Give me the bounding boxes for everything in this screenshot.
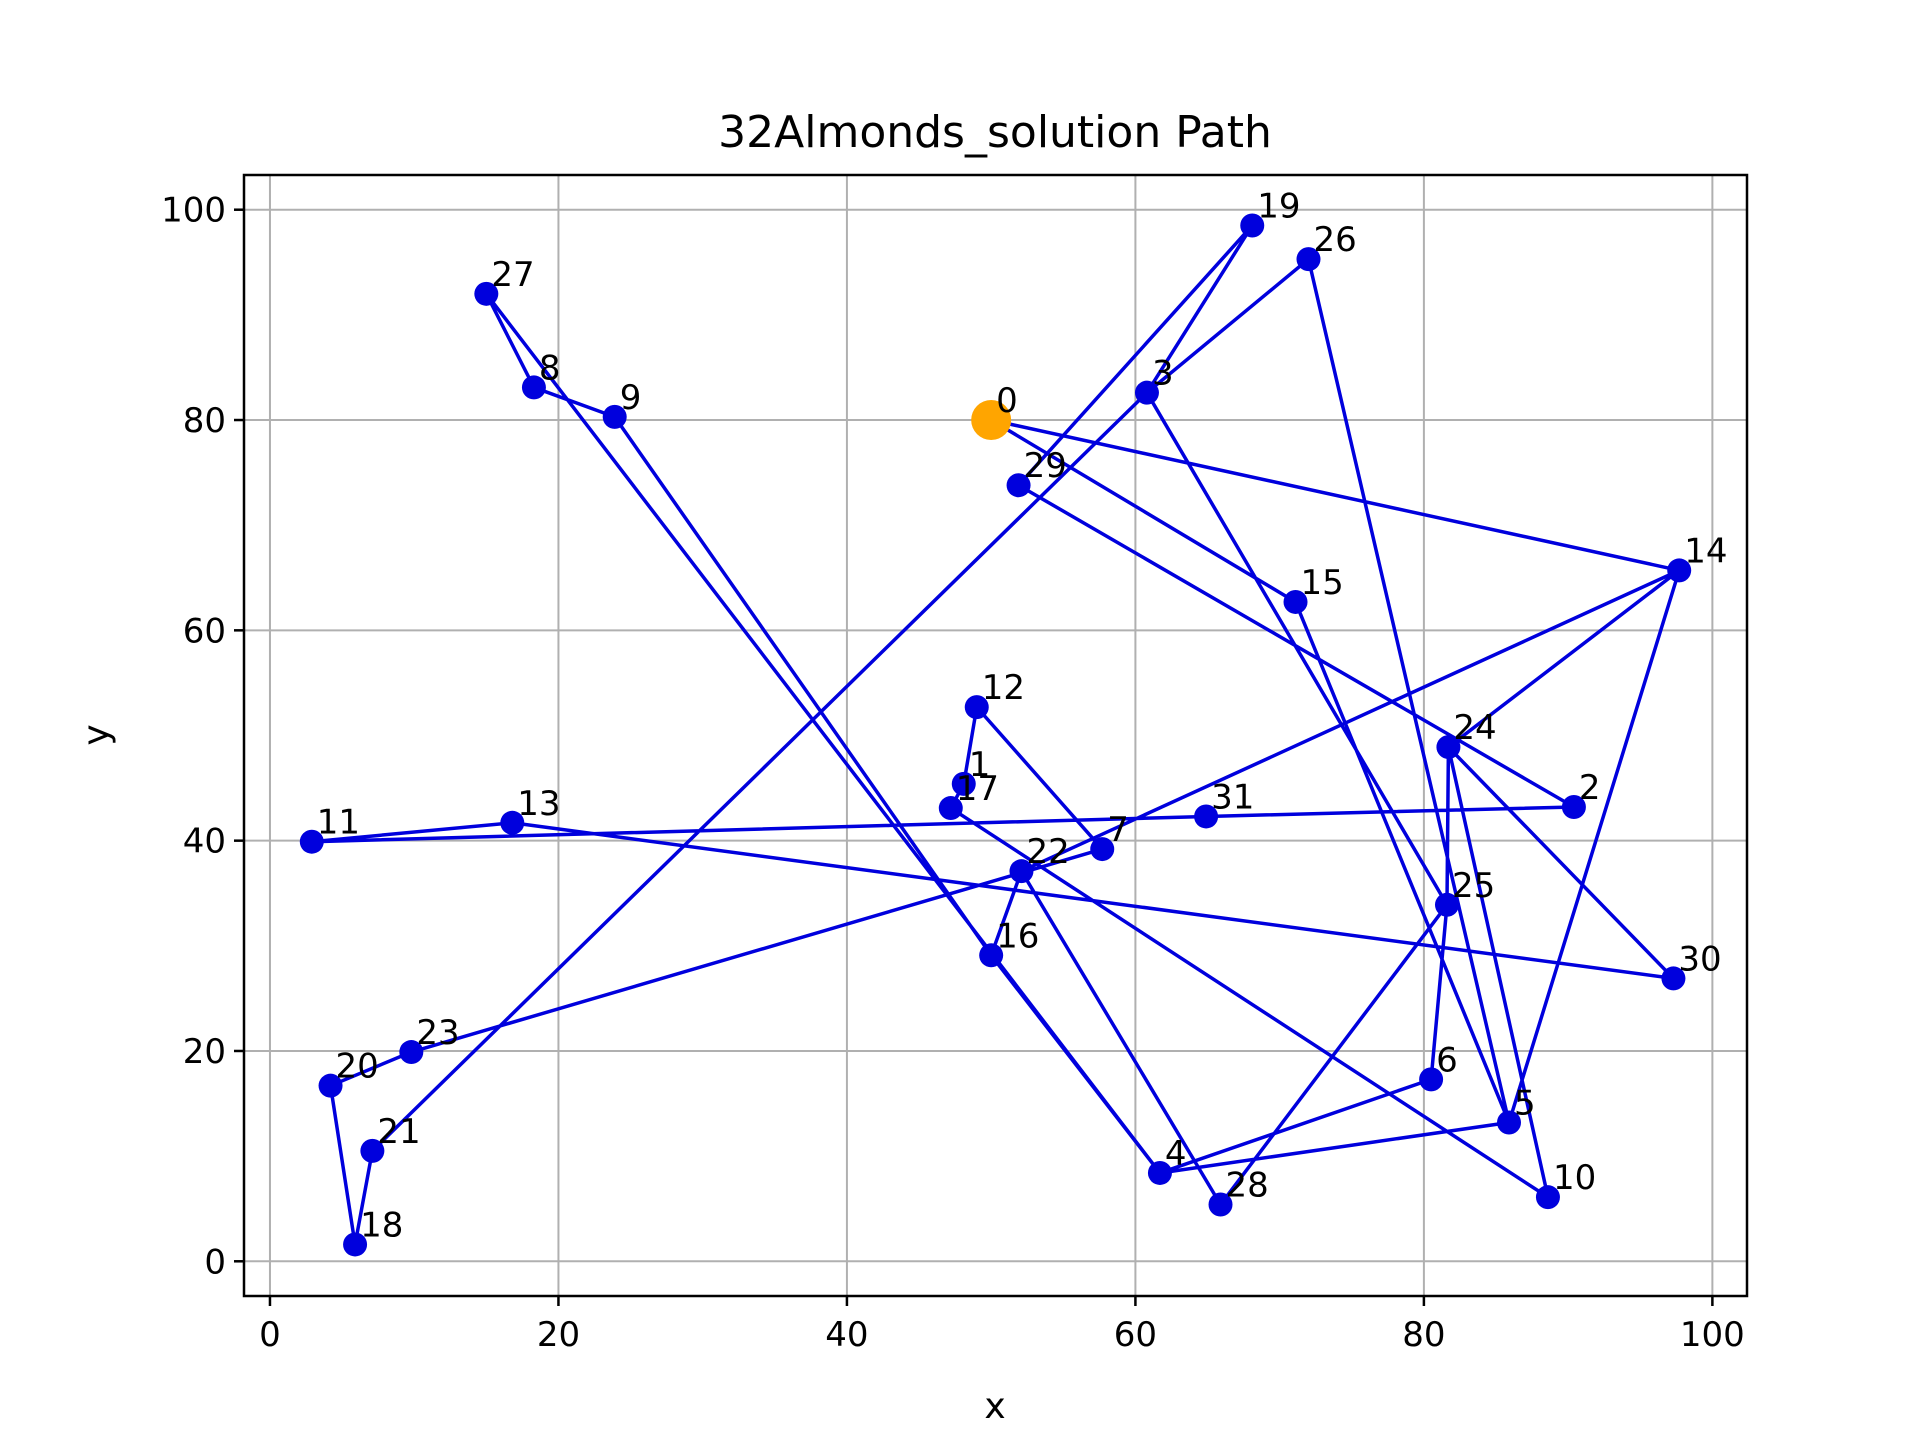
x-tick-label: 40 <box>825 1315 868 1355</box>
data-point <box>360 1138 385 1163</box>
point-label: 16 <box>996 916 1039 956</box>
y-tick-label: 80 <box>183 401 226 441</box>
data-point <box>1283 589 1308 614</box>
plot-frame <box>242 173 1749 1298</box>
y-tick-label: 60 <box>183 611 226 651</box>
point-label: 27 <box>491 255 534 295</box>
point-label: 0 <box>996 381 1018 421</box>
data-point <box>1006 473 1031 498</box>
data-point <box>602 404 627 429</box>
data-point <box>521 375 546 400</box>
data-point <box>299 829 324 854</box>
point-label: 23 <box>416 1013 459 1053</box>
data-point <box>1147 1160 1172 1185</box>
point-label: 29 <box>1024 446 1067 486</box>
data-point <box>1436 735 1461 760</box>
data-point <box>1434 892 1459 917</box>
data-points <box>299 213 1692 1257</box>
x-tick-label: 20 <box>537 1315 580 1355</box>
data-point <box>1009 859 1034 884</box>
point-label: 1 <box>969 745 991 785</box>
data-point <box>964 695 989 720</box>
data-point <box>979 943 1004 968</box>
x-tick-label: 0 <box>259 1315 281 1355</box>
x-axis-label: x <box>984 1386 1005 1427</box>
data-point <box>1535 1185 1560 1210</box>
data-point <box>399 1040 424 1065</box>
point-label: 26 <box>1314 220 1357 260</box>
data-point <box>1208 1192 1233 1217</box>
data-point <box>1419 1067 1444 1092</box>
data-point <box>500 810 525 835</box>
data-point <box>1090 837 1115 862</box>
x-tick-label: 60 <box>1114 1315 1157 1355</box>
point-label: 24 <box>1453 708 1496 748</box>
point-label: 17 <box>956 769 999 809</box>
point-label: 11 <box>317 803 360 843</box>
point-label: 22 <box>1026 832 1069 872</box>
point-label: 20 <box>336 1047 379 1087</box>
point-label: 14 <box>1684 531 1727 571</box>
chart-title: 32Almonds_solution Path <box>718 107 1272 158</box>
point-label: 10 <box>1553 1158 1596 1198</box>
point-label: 4 <box>1165 1134 1187 1174</box>
data-point <box>1240 213 1265 238</box>
y-tick-label: 0 <box>204 1242 226 1282</box>
point-label: 31 <box>1211 777 1254 817</box>
point-label: 25 <box>1452 866 1495 906</box>
data-point <box>343 1232 368 1257</box>
x-tick-label: 100 <box>1680 1315 1745 1355</box>
y-tick-label: 100 <box>161 191 226 231</box>
point-labels: 0123456789101112131415161718192021222324… <box>317 186 1728 1245</box>
point-label: 7 <box>1107 810 1129 850</box>
y-axis-label: y <box>76 724 117 745</box>
point-label: 5 <box>1514 1083 1536 1123</box>
point-label: 30 <box>1678 939 1721 979</box>
data-point <box>1661 966 1686 991</box>
grid <box>244 175 1747 1296</box>
x-tick-label: 80 <box>1402 1315 1445 1355</box>
point-label: 15 <box>1301 563 1344 603</box>
y-tick-label: 20 <box>183 1032 226 1072</box>
point-label: 12 <box>982 668 1025 708</box>
point-label: 19 <box>1257 186 1300 226</box>
point-label: 21 <box>377 1112 420 1152</box>
point-label: 28 <box>1226 1166 1269 1206</box>
data-point <box>1194 804 1219 829</box>
data-point <box>1134 380 1159 405</box>
point-label: 8 <box>539 348 561 388</box>
data-point <box>1667 558 1692 583</box>
data-point <box>938 796 963 821</box>
data-point <box>1497 1110 1522 1135</box>
data-point <box>951 771 976 796</box>
point-label: 2 <box>1579 768 1601 808</box>
point-label: 13 <box>517 784 560 824</box>
point-label: 18 <box>360 1205 403 1245</box>
y-tick-label: 40 <box>183 822 226 862</box>
point-label: 9 <box>620 378 642 418</box>
data-point <box>1296 247 1321 272</box>
start-point <box>971 400 1012 441</box>
point-label: 6 <box>1436 1040 1458 1080</box>
data-point <box>1561 795 1586 820</box>
point-label: 3 <box>1152 354 1174 394</box>
data-point <box>318 1073 343 1098</box>
data-point <box>474 281 499 306</box>
